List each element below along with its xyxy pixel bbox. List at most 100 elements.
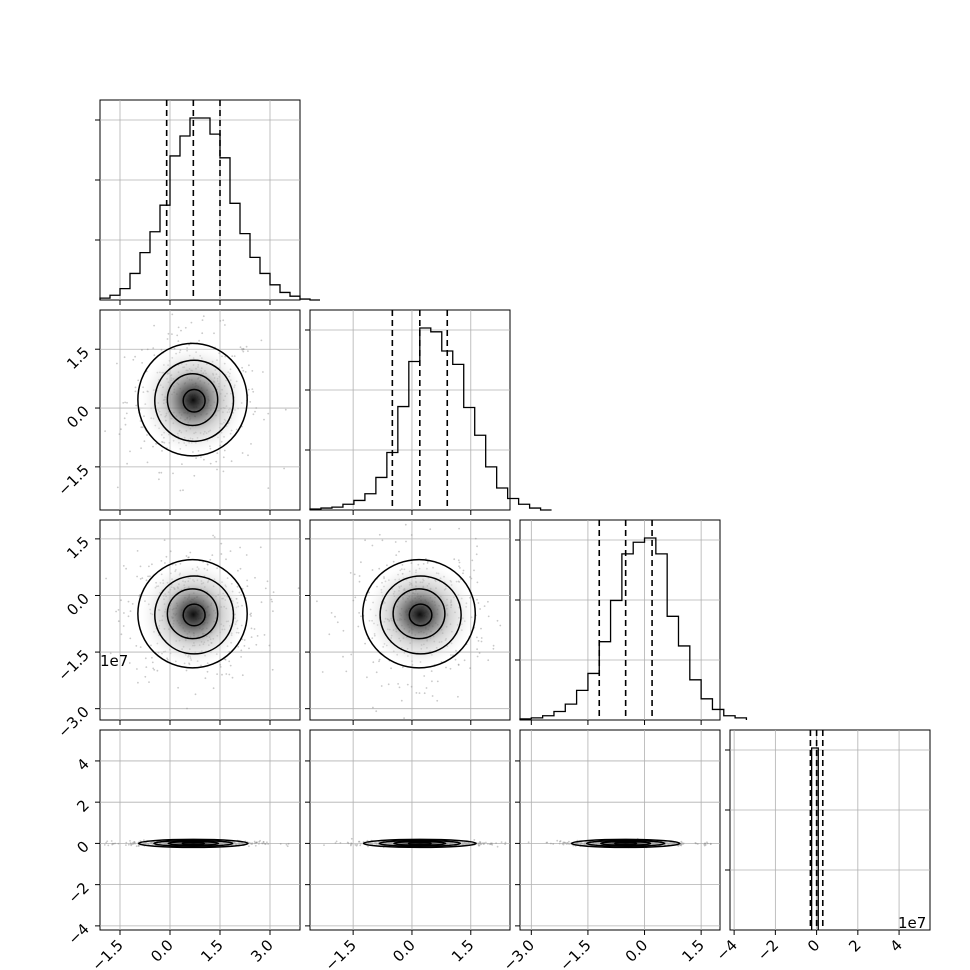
scatter-point xyxy=(492,647,495,650)
scatter-point xyxy=(704,844,707,846)
scatter-point xyxy=(152,667,155,670)
x-tick-label: 0.0 xyxy=(147,936,177,966)
scatter-point xyxy=(120,633,123,636)
scatter-point xyxy=(559,840,562,842)
scatter-point xyxy=(380,685,383,687)
scatter-point xyxy=(350,837,353,840)
scatter-point xyxy=(410,534,413,536)
scatter-panel-1-0: −1.5 0.0 1.5 xyxy=(54,309,301,515)
scatter-point xyxy=(476,636,478,639)
contour xyxy=(182,603,206,627)
scatter-point xyxy=(247,388,250,391)
scatter-point xyxy=(225,558,227,561)
scatter-point xyxy=(172,472,174,475)
scatter-point xyxy=(474,537,477,540)
scatter-point xyxy=(151,563,153,566)
scatter-point xyxy=(469,576,471,578)
scatter-point xyxy=(229,550,232,552)
scatter-point xyxy=(141,349,143,351)
scatter-point xyxy=(358,612,360,614)
x-tick-label: 2 xyxy=(845,936,864,955)
scatter-point xyxy=(487,659,490,662)
scatter-point xyxy=(366,676,368,679)
scatter-point xyxy=(231,676,234,679)
scatter-point xyxy=(252,390,255,393)
scatter-point xyxy=(185,669,188,672)
scatter-point xyxy=(176,334,179,337)
scatter-point xyxy=(231,355,234,357)
scatter-point xyxy=(143,440,146,443)
y-tick-label: −1.5 xyxy=(54,646,92,684)
scatter-point xyxy=(423,675,426,677)
scatter-point xyxy=(223,449,226,452)
scatter-point xyxy=(245,345,248,348)
scatter-point xyxy=(160,560,163,562)
scatter-point xyxy=(346,841,349,844)
scatter-point xyxy=(141,362,144,364)
scatter-point xyxy=(211,554,214,556)
scatter-point xyxy=(110,840,113,842)
scatter-point xyxy=(141,577,144,579)
scatter-point xyxy=(240,649,243,652)
scatter-point xyxy=(132,358,135,361)
scatter-point xyxy=(248,364,250,367)
scatter-point xyxy=(145,579,148,582)
scatter-point xyxy=(160,348,163,351)
scatter-point xyxy=(262,371,264,373)
scatter-point xyxy=(228,660,231,663)
scatter-point xyxy=(250,615,252,617)
scatter-point xyxy=(242,347,245,350)
scatter-point xyxy=(704,842,706,845)
scatter-point xyxy=(124,423,127,426)
scatter-point xyxy=(390,667,392,670)
x-tick-label: 1.5 xyxy=(197,936,227,966)
scatter-point xyxy=(122,625,125,627)
scatter-point xyxy=(680,844,683,847)
scatter-point xyxy=(116,362,118,365)
scatter-point xyxy=(285,843,288,846)
scatter-point xyxy=(350,844,352,847)
scatter-point xyxy=(704,842,707,845)
scatter-point xyxy=(128,662,131,664)
scatter-point xyxy=(284,408,287,411)
contour xyxy=(361,558,477,669)
scatter-point xyxy=(378,567,381,570)
scatter-point xyxy=(241,348,243,350)
contour xyxy=(182,388,206,413)
contour xyxy=(407,841,432,846)
scatter-point xyxy=(477,640,480,642)
scatter-point xyxy=(267,843,269,845)
scatter-point xyxy=(124,401,126,404)
scatter-point xyxy=(136,550,139,552)
scatter-point xyxy=(423,692,426,695)
contour xyxy=(137,558,248,669)
scatter-point xyxy=(271,600,273,603)
scatter-point xyxy=(166,338,169,340)
scatter-point xyxy=(224,324,226,326)
scatter-point xyxy=(137,845,140,847)
scatter-point xyxy=(229,664,232,667)
contour xyxy=(166,372,219,427)
scatter-point xyxy=(429,528,432,531)
scatter-point xyxy=(559,840,561,843)
scatter-point xyxy=(221,673,223,676)
contour xyxy=(181,841,206,846)
scatter-point xyxy=(220,542,223,545)
scatter-point xyxy=(546,841,549,844)
scatter-point xyxy=(242,348,245,351)
scatter-point xyxy=(457,663,460,666)
scatter-point xyxy=(146,348,149,351)
scatter-point xyxy=(153,354,156,357)
scatter-point xyxy=(189,551,192,554)
scatter-point xyxy=(117,620,120,623)
scatter-point xyxy=(163,539,166,541)
scatter-point xyxy=(355,844,358,847)
scatter-point xyxy=(135,645,138,647)
scatter-point xyxy=(334,615,336,618)
scatter-point xyxy=(492,644,495,647)
scatter-point xyxy=(696,843,699,845)
scatter-point xyxy=(357,625,360,628)
scatter-point xyxy=(219,663,222,666)
scatter-point xyxy=(137,681,139,684)
scatter-point xyxy=(364,539,366,542)
